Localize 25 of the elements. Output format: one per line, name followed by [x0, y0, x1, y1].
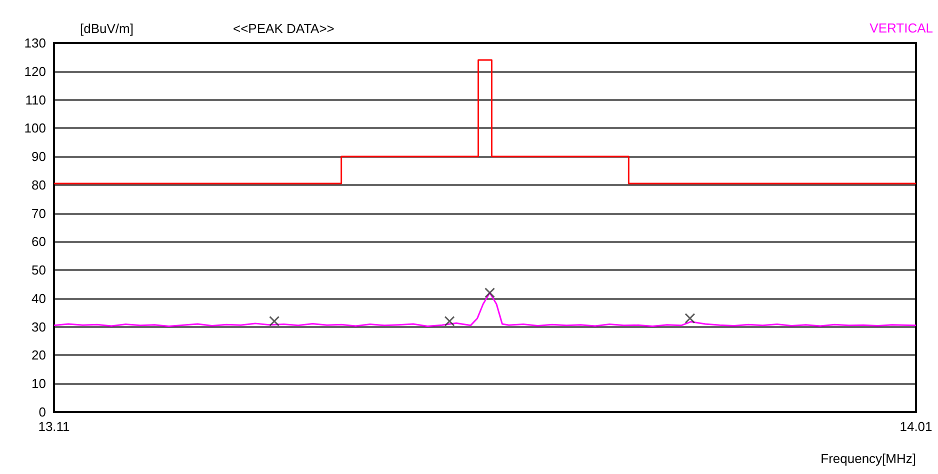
y-tick-label: 50 [32, 262, 46, 278]
y-tick-label: 10 [32, 376, 46, 392]
x-tick-label: 13.11 [38, 419, 70, 434]
y-tick-label: 30 [32, 319, 46, 334]
y-tick-label: 130 [24, 36, 46, 50]
y-axis-title: [dBuV/m] [80, 21, 134, 36]
y-tick-label: 90 [32, 149, 46, 164]
x-axis-title: Frequency[MHz] [820, 451, 916, 466]
y-tick-label: 20 [32, 348, 46, 363]
y-tick-label: 60 [32, 234, 46, 250]
point [269, 316, 280, 326]
point [444, 316, 455, 326]
text: VERTICAL [870, 20, 934, 36]
y-tick-label: 120 [24, 64, 46, 79]
y-tick-label: 0 [38, 404, 46, 420]
point [484, 288, 496, 298]
x-tick-label: 14.01 [900, 419, 932, 434]
line-series [53, 292, 917, 328]
y-tick-label: 70 [32, 206, 46, 221]
y-tick-label: 110 [25, 92, 46, 108]
y-tick-label: 100 [24, 120, 46, 136]
point [684, 313, 696, 324]
y-tick-label: 80 [32, 177, 46, 192]
chart-title: <<PEAK DATA>> [233, 21, 334, 36]
y-tick-label: 40 [32, 290, 46, 306]
